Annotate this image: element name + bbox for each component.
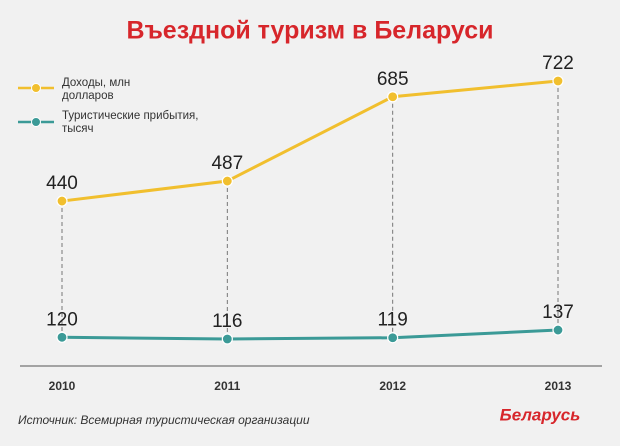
data-label: 120 [46, 309, 78, 330]
data-point [221, 333, 233, 345]
x-tick-label: 2012 [379, 379, 406, 393]
legend-label: Туристические прибытия, тысяч [62, 110, 199, 135]
x-tick-label: 2013 [545, 379, 572, 393]
x-tick-label: 2011 [214, 379, 240, 393]
data-label: 137 [542, 302, 574, 323]
legend-marker [31, 83, 41, 93]
legend-label: Доходы, млн долларов [62, 77, 131, 102]
data-label: 487 [211, 153, 243, 174]
source: Источник: Всемирная туристическая органи… [18, 413, 310, 427]
data-label: 116 [212, 311, 242, 332]
chart-title: Въездной туризм в Беларуси [127, 17, 494, 45]
data-label: 119 [378, 310, 408, 331]
logo: Беларусь [500, 405, 581, 424]
x-tick-label: 2010 [49, 379, 76, 393]
data-label: 440 [46, 173, 78, 194]
data-point [56, 195, 68, 207]
data-point [56, 331, 68, 343]
series-line [61, 79, 559, 203]
data-label: 685 [377, 69, 409, 90]
data-label: 722 [542, 53, 574, 74]
data-point [552, 324, 564, 336]
legend-marker [31, 117, 41, 127]
series-line [61, 328, 559, 341]
data-point [387, 332, 399, 344]
data-point [221, 175, 233, 187]
data-point [552, 75, 564, 87]
data-point [387, 91, 399, 103]
